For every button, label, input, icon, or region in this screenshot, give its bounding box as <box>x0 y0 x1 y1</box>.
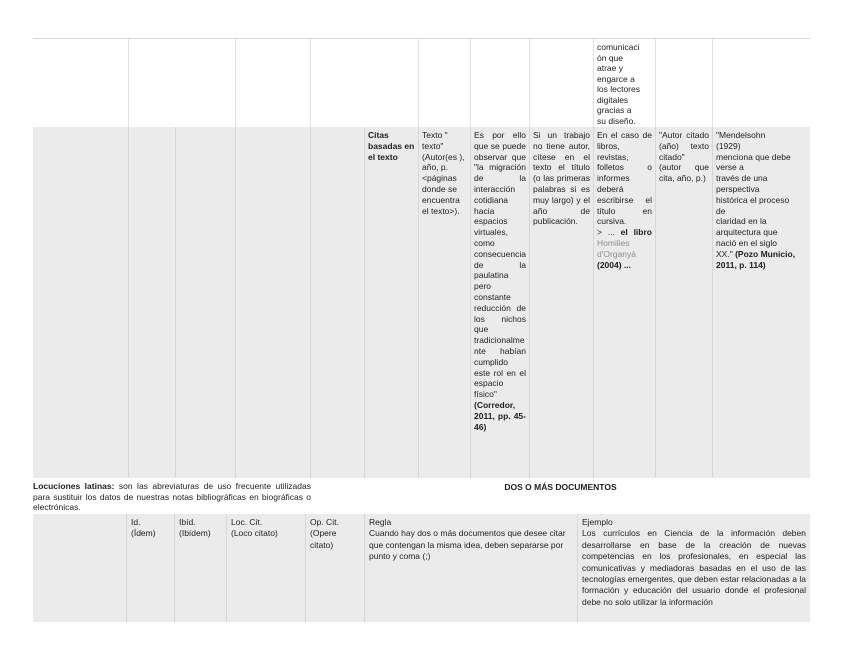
mendelsohn-example-text: "Mendelsohn (1929) menciona que debe ver… <box>716 130 791 259</box>
empty-cell <box>33 39 129 127</box>
italics-rule-text: En el caso de libros, revistas, folletos… <box>597 130 652 227</box>
empty-cell <box>129 127 176 478</box>
corredor-citation: (Corredor, 2011, pp. 45-46) <box>474 399 526 432</box>
cell-citas-basadas-header: Citas basadas en el texto <box>365 127 419 478</box>
regla-label: Regla <box>369 517 392 527</box>
cell-citation-format: Texto " texto" (Autor(es ), año, p. <pág… <box>419 127 471 478</box>
cell-no-author-rule: Si un trabajo no tiene autor, cítese en … <box>530 127 594 478</box>
cell-ibid-ibidem: Ibíd. (Ibídem) <box>175 514 227 622</box>
empty-cell <box>236 127 311 478</box>
cell-id-idem: Id. (Ídem) <box>127 514 175 622</box>
empty-cell <box>311 39 419 127</box>
empty-cell <box>33 514 127 622</box>
cell-regla: Regla Cuando hay dos o más documentos qu… <box>365 514 578 622</box>
locuciones-note: Locuciones latinas: son las abreviaturas… <box>33 481 311 513</box>
cell-loc-cit: Loc. Cit. (Loco citato) <box>227 514 306 622</box>
cell-italics-rule: En el caso de libros, revistas, folletos… <box>594 127 656 478</box>
cell-op-cit: Op. Cit. (Opere citato) <box>306 514 365 622</box>
cell-ejemplo: Ejemplo Los currículos en Ciencia de la … <box>578 514 810 622</box>
ejemplo-body: Los currículos en Ciencia de la informac… <box>582 528 806 607</box>
empty-cell <box>471 39 530 127</box>
empty-cell <box>33 127 129 478</box>
empty-cell <box>419 39 471 127</box>
corredor-example-text: Es por ello que se puede observar que "l… <box>474 130 526 400</box>
table-row-citas-basadas: Citas basadas en el texto Texto " texto"… <box>33 127 810 478</box>
italics-example-prefix: > ... <box>597 227 621 238</box>
empty-cell <box>656 39 713 127</box>
mendelsohn-citation: (Pozo Municio, 2011, p. 114) <box>716 248 796 270</box>
cell-quoted-author-format: "Autor citado (año) texto citado" (autor… <box>656 127 713 478</box>
italics-example-title: Homilies d'Organyà <box>597 237 636 259</box>
cell-mendelsohn-example: "Mendelsohn (1929) menciona que debe ver… <box>713 127 810 478</box>
locuciones-note-body: son las abreviaturas de uso frecuente ut… <box>33 481 311 513</box>
empty-cell <box>176 127 236 478</box>
empty-cell <box>530 39 594 127</box>
italics-example-lead: el libro <box>620 227 652 238</box>
empty-cell <box>236 39 311 127</box>
empty-cell <box>311 127 365 478</box>
table-row-continued: comunicaci ón que atrae y engarce a los … <box>33 38 810 127</box>
regla-body: Cuando hay dos o más documentos que dese… <box>369 528 566 562</box>
italics-example-year: (2004) ... <box>597 259 632 270</box>
cell-communication-note: comunicaci ón que atrae y engarce a los … <box>594 39 656 127</box>
ejemplo-label: Ejemplo <box>582 517 613 527</box>
empty-cell <box>129 39 236 127</box>
locuciones-note-lead: Locuciones latinas: <box>33 481 115 491</box>
table-row-locuciones: Id. (Ídem) Ibíd. (Ibídem) Loc. Cit. (Loc… <box>33 514 810 622</box>
section-header-dos-o-mas-documentos: DOS O MÁS DOCUMENTOS <box>311 478 810 514</box>
cell-corredor-example: Es por ello que se puede observar que "l… <box>471 127 530 478</box>
empty-cell <box>713 39 810 127</box>
